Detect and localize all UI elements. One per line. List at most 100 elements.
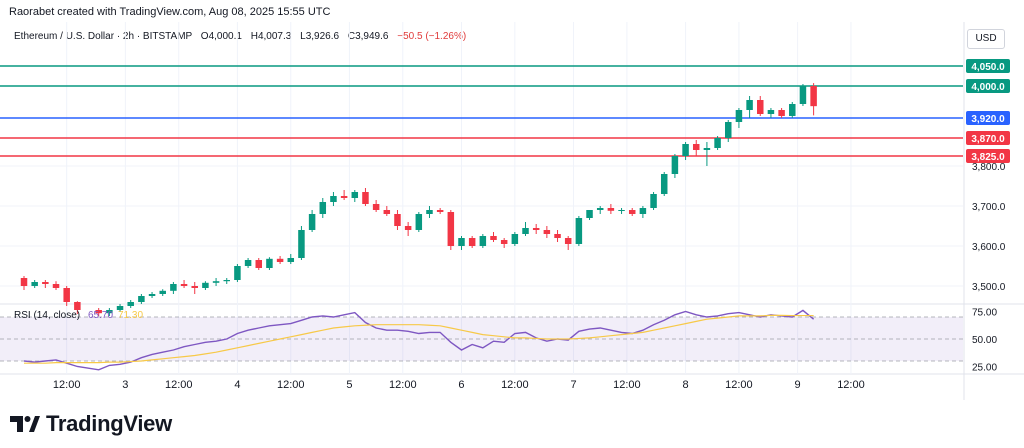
rsi-tick-label: 50.00 xyxy=(972,335,997,346)
candle-body xyxy=(725,122,732,138)
candle-body xyxy=(298,230,305,258)
candle-body xyxy=(255,260,263,268)
currency-button[interactable]: USD xyxy=(967,29,1005,49)
x-tick-label: 12:00 xyxy=(501,379,529,391)
candle-body xyxy=(138,296,145,302)
axes: 12:00 3 12:00 4 12:00 5 12:00 6 12:00 7 12:00 8 12:0… xyxy=(53,162,1006,391)
candle xyxy=(628,208,636,216)
candle xyxy=(436,208,444,214)
candle-body xyxy=(703,148,711,150)
candle-body xyxy=(191,286,198,288)
candle-body xyxy=(287,258,295,262)
candle xyxy=(287,254,295,264)
high-label: H xyxy=(250,31,258,42)
price-level-tag xyxy=(966,79,1010,93)
candle xyxy=(810,83,817,116)
candle xyxy=(490,232,497,242)
candle xyxy=(20,276,28,290)
candle-body xyxy=(31,282,38,286)
x-tick-label: 7 xyxy=(570,379,576,391)
candle-body xyxy=(554,234,561,238)
rsi-tick-label: 75.00 xyxy=(972,308,997,319)
candle xyxy=(116,304,124,312)
candle xyxy=(74,301,81,314)
price-level-tag xyxy=(966,131,1010,145)
candle xyxy=(255,258,263,270)
candle xyxy=(639,206,647,218)
candle-body xyxy=(340,196,348,198)
candle-body xyxy=(394,214,401,226)
candle xyxy=(767,108,775,118)
candle xyxy=(564,236,572,250)
candle xyxy=(52,281,60,290)
candle-body xyxy=(757,100,764,114)
tradingview-logo[interactable]: TradingView xyxy=(10,411,172,437)
rsi-ma-legend-value: 71.30 xyxy=(118,310,143,321)
candle-body xyxy=(458,238,465,246)
x-tick-label: 12:00 xyxy=(165,379,193,391)
low-label: L xyxy=(300,31,306,42)
candle xyxy=(276,256,284,264)
candle-body xyxy=(618,210,625,211)
candle xyxy=(42,280,49,288)
candle xyxy=(746,96,753,118)
y-tick-label: 3,600.0 xyxy=(972,242,1006,253)
candle-body xyxy=(660,174,668,194)
candle xyxy=(725,120,732,142)
candle-body xyxy=(127,302,134,306)
candle xyxy=(340,190,348,200)
candle-body xyxy=(789,104,796,116)
candle xyxy=(31,280,38,288)
rsi-tick-label: 25.00 xyxy=(972,363,997,374)
candle-body xyxy=(447,212,455,246)
candle-body xyxy=(468,238,476,246)
price-level-label: 3,920.0 xyxy=(971,114,1005,125)
candle xyxy=(362,188,369,206)
candle-body xyxy=(778,110,785,116)
x-tick-label: 12:00 xyxy=(277,379,305,391)
candle-body xyxy=(607,208,615,211)
candle xyxy=(735,108,743,128)
candle xyxy=(330,192,337,206)
candle xyxy=(596,206,604,214)
brand-name: TradingView xyxy=(46,411,172,436)
candle xyxy=(532,224,540,234)
candle-body xyxy=(308,214,316,230)
candle xyxy=(298,226,305,260)
candle xyxy=(394,210,401,230)
candle-body xyxy=(564,238,572,244)
candle xyxy=(223,278,230,284)
candle-body xyxy=(159,290,166,294)
candle xyxy=(159,289,166,296)
rsi-line xyxy=(23,309,815,371)
candle xyxy=(618,208,625,214)
grid xyxy=(0,22,1024,400)
candle xyxy=(586,210,593,220)
candle xyxy=(266,257,273,270)
candle xyxy=(479,234,487,248)
candle-body xyxy=(404,226,412,230)
rsi-band xyxy=(0,317,963,361)
candle-body xyxy=(42,282,49,284)
price-level-label: 3,870.0 xyxy=(971,134,1005,145)
candle xyxy=(511,232,519,246)
candle-body xyxy=(426,210,433,214)
price-level-tag xyxy=(966,59,1010,73)
candle-body xyxy=(650,194,657,208)
candle-body xyxy=(575,218,583,244)
candle-body xyxy=(671,156,679,174)
x-tick-label: 4 xyxy=(234,379,240,391)
candle-body xyxy=(95,310,102,314)
candle xyxy=(692,140,700,156)
rsi-pane xyxy=(0,309,963,371)
x-tick-label: 12:00 xyxy=(837,379,865,391)
candle xyxy=(522,222,529,236)
candle-body xyxy=(351,192,359,198)
tradingview-logo-icon xyxy=(10,416,40,432)
candle-body xyxy=(180,284,188,286)
candle-body xyxy=(244,260,252,266)
candle xyxy=(778,108,785,118)
x-tick-label: 3 xyxy=(122,379,128,391)
candle xyxy=(63,286,70,306)
